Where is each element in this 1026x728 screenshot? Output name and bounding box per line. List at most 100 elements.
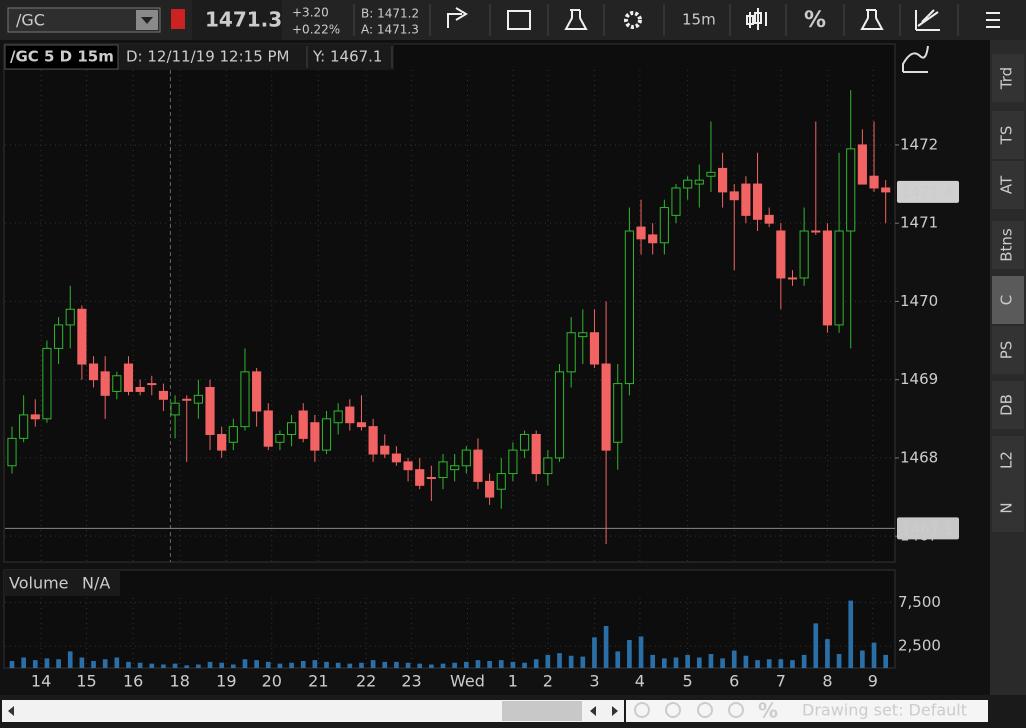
candle-body [391,453,401,463]
volume-bar [731,650,737,668]
candle-body [531,433,541,475]
volume-bar [394,661,399,668]
candle-body [345,406,355,424]
volume-bar [196,664,201,668]
side-tab[interactable] [992,484,1024,532]
symbol-box[interactable] [7,7,161,33]
volume-bar [254,660,259,668]
volume-bar [21,657,26,668]
candle-body [543,457,553,475]
percent-icon[interactable]: % [804,8,826,33]
candle-body [578,332,588,338]
volume-bar [580,656,586,668]
volume-bar [615,651,621,668]
volume-bar [149,663,155,668]
volume-bar [463,661,469,668]
settings-icon[interactable] [624,11,642,29]
volume-bar [289,662,294,668]
candle-body [636,226,646,240]
volume-bar [883,654,889,668]
x-tick-label: 2 [543,672,553,691]
drawing-icon[interactable] [915,9,940,31]
scroll-arrows[interactable] [590,706,618,716]
volume-bar [429,664,434,668]
candle-body [368,426,378,455]
volume-panel [3,569,896,669]
scrollbar[interactable] [2,700,624,722]
candle-body [438,461,448,478]
candle-body [100,371,110,396]
volume-bar [510,661,516,668]
volume-bar [9,661,15,668]
price-bubble [897,180,959,203]
studies-icon[interactable] [860,9,884,30]
candle-body [485,480,495,498]
y-tick-label: 7,500 [898,593,941,611]
price-bubble [897,517,959,540]
side-tab[interactable] [992,54,1024,102]
x-tick-label: 16 [123,672,143,691]
volume-bar [265,661,271,668]
style-icon[interactable] [746,8,767,30]
candle-body [554,371,565,459]
toolbar-separators [429,4,959,36]
volume-bar [207,661,213,668]
crosshair-y: Y: 1467.1 [312,48,382,66]
y-tick-label: 1468 [900,448,938,466]
menu-icon[interactable] [986,12,1000,28]
candle-body [426,476,436,479]
candle-body [42,347,52,420]
side-tab[interactable] [992,381,1024,429]
change: +3.20 [292,6,329,20]
price-panel [3,43,896,563]
percent-zoom[interactable]: % [758,699,778,723]
volume-bar [359,662,364,668]
side-tab[interactable] [992,436,1024,484]
candle-body [461,449,471,467]
timeframe[interactable]: 15m [682,11,716,29]
candle-body [252,371,262,412]
scroll-thumb[interactable] [502,701,582,721]
side-tab[interactable] [992,326,1024,374]
volume-bar [766,659,772,668]
scroll-left[interactable] [8,706,14,716]
candle-body [30,414,40,420]
candle-body [799,230,809,279]
candle-body [589,332,600,365]
expand-icon[interactable] [902,45,929,73]
x-tick-label: Wed [450,672,485,691]
zoom-icons[interactable] [634,702,744,718]
side-tab-label: C [998,295,1016,305]
candle-body [54,324,64,349]
candle-body [123,363,134,392]
volume-bar [662,658,667,668]
dropdown-arrow [141,17,153,24]
volume-bar [627,640,632,668]
volume-bar [32,660,38,668]
volume-bar [545,654,551,668]
volume-bar [860,650,865,668]
volume-subtitle: N/A [82,574,110,593]
candle-body [205,387,215,435]
volume-bar [126,661,131,668]
volume-bar [638,636,644,668]
drawing-set[interactable]: Drawing set: Default [802,701,967,720]
side-tab-label: PS [998,341,1016,360]
flask-icon[interactable] [564,9,588,30]
alert-icon[interactable] [171,9,185,29]
ask: A: 1471.3 [361,23,419,37]
volume-bar [708,654,714,668]
candle-body [356,422,367,428]
candle-body [135,387,145,392]
volume-bar [522,662,527,668]
x-tick-label: 14 [31,672,51,691]
side-tab[interactable] [992,161,1024,209]
volume-bar [650,654,656,668]
share-icon[interactable] [447,7,468,28]
info-icon[interactable] [507,10,531,30]
side-tab[interactable] [992,221,1024,269]
volume-bar [44,658,50,668]
side-tab[interactable] [992,111,1024,159]
side-tab[interactable] [992,276,1024,324]
volume-bar [871,642,877,668]
